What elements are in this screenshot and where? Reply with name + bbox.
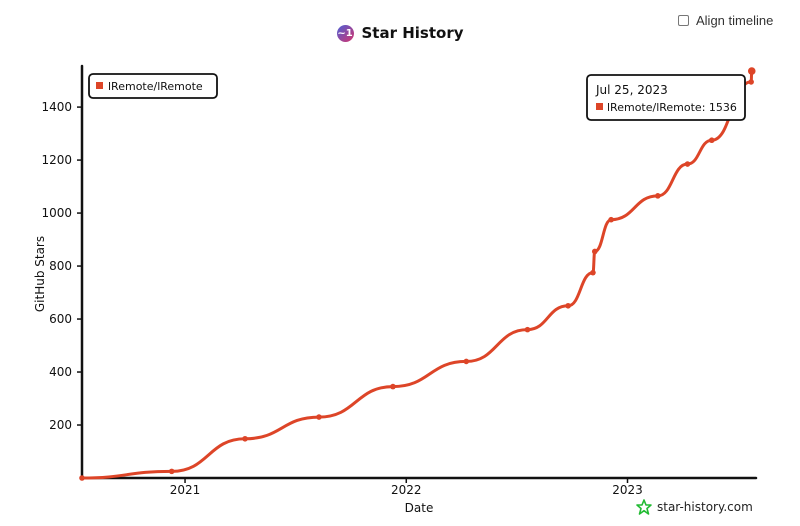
x-tick-label: 2022: [391, 483, 422, 497]
data-point: [463, 358, 470, 365]
y-tick-label: 600: [49, 312, 72, 326]
data-point: [608, 216, 614, 223]
watermark[interactable]: star-history.com: [636, 499, 753, 515]
series-line: [80, 69, 754, 480]
y-tick-label: 1000: [41, 206, 72, 220]
watermark-text: star-history.com: [657, 500, 753, 514]
tooltip-value: lRemote/lRemote: 1536: [607, 101, 737, 114]
legend-swatch: [96, 82, 103, 89]
y-tick-label: 1400: [41, 100, 72, 114]
data-point: [591, 248, 598, 255]
data-point: [316, 414, 322, 420]
star-icon: [636, 499, 652, 515]
data-point: [168, 468, 175, 475]
data-point: [655, 193, 661, 199]
data-point: [242, 435, 248, 442]
data-point: [748, 79, 754, 85]
data-point: [590, 269, 596, 276]
y-tick-label: 1200: [41, 153, 72, 167]
data-point: [390, 383, 396, 390]
data-point: [524, 326, 531, 333]
x-tick-label: 2023: [612, 483, 643, 497]
legend-box: [88, 73, 218, 99]
x-axis-label: Date: [405, 501, 434, 515]
x-tick-label: 2021: [170, 483, 201, 497]
tooltip-swatch: [596, 103, 603, 110]
star-history-logo-icon: ~1: [336, 24, 354, 42]
y-axis-label: GitHub Stars: [33, 236, 47, 312]
y-tick-label: 200: [49, 418, 72, 432]
y-tick-label: 400: [49, 365, 72, 379]
data-point: [79, 475, 85, 481]
data-point: [565, 302, 571, 309]
align-timeline-checkbox[interactable]: [678, 15, 689, 26]
y-tick-label: 800: [49, 259, 72, 273]
data-point: [684, 161, 691, 167]
chart-header: ~1 Star History: [0, 24, 800, 42]
tooltip-box: [586, 74, 746, 121]
data-point: [747, 67, 756, 75]
align-timeline-label: Align timeline: [696, 13, 774, 28]
data-point: [708, 137, 715, 144]
legend-label: lRemote/lRemote: [108, 80, 203, 93]
tooltip-date: Jul 25, 2023: [595, 83, 668, 97]
chart-title: Star History: [361, 24, 464, 42]
align-timeline-toggle[interactable]: Align timeline: [678, 13, 773, 28]
